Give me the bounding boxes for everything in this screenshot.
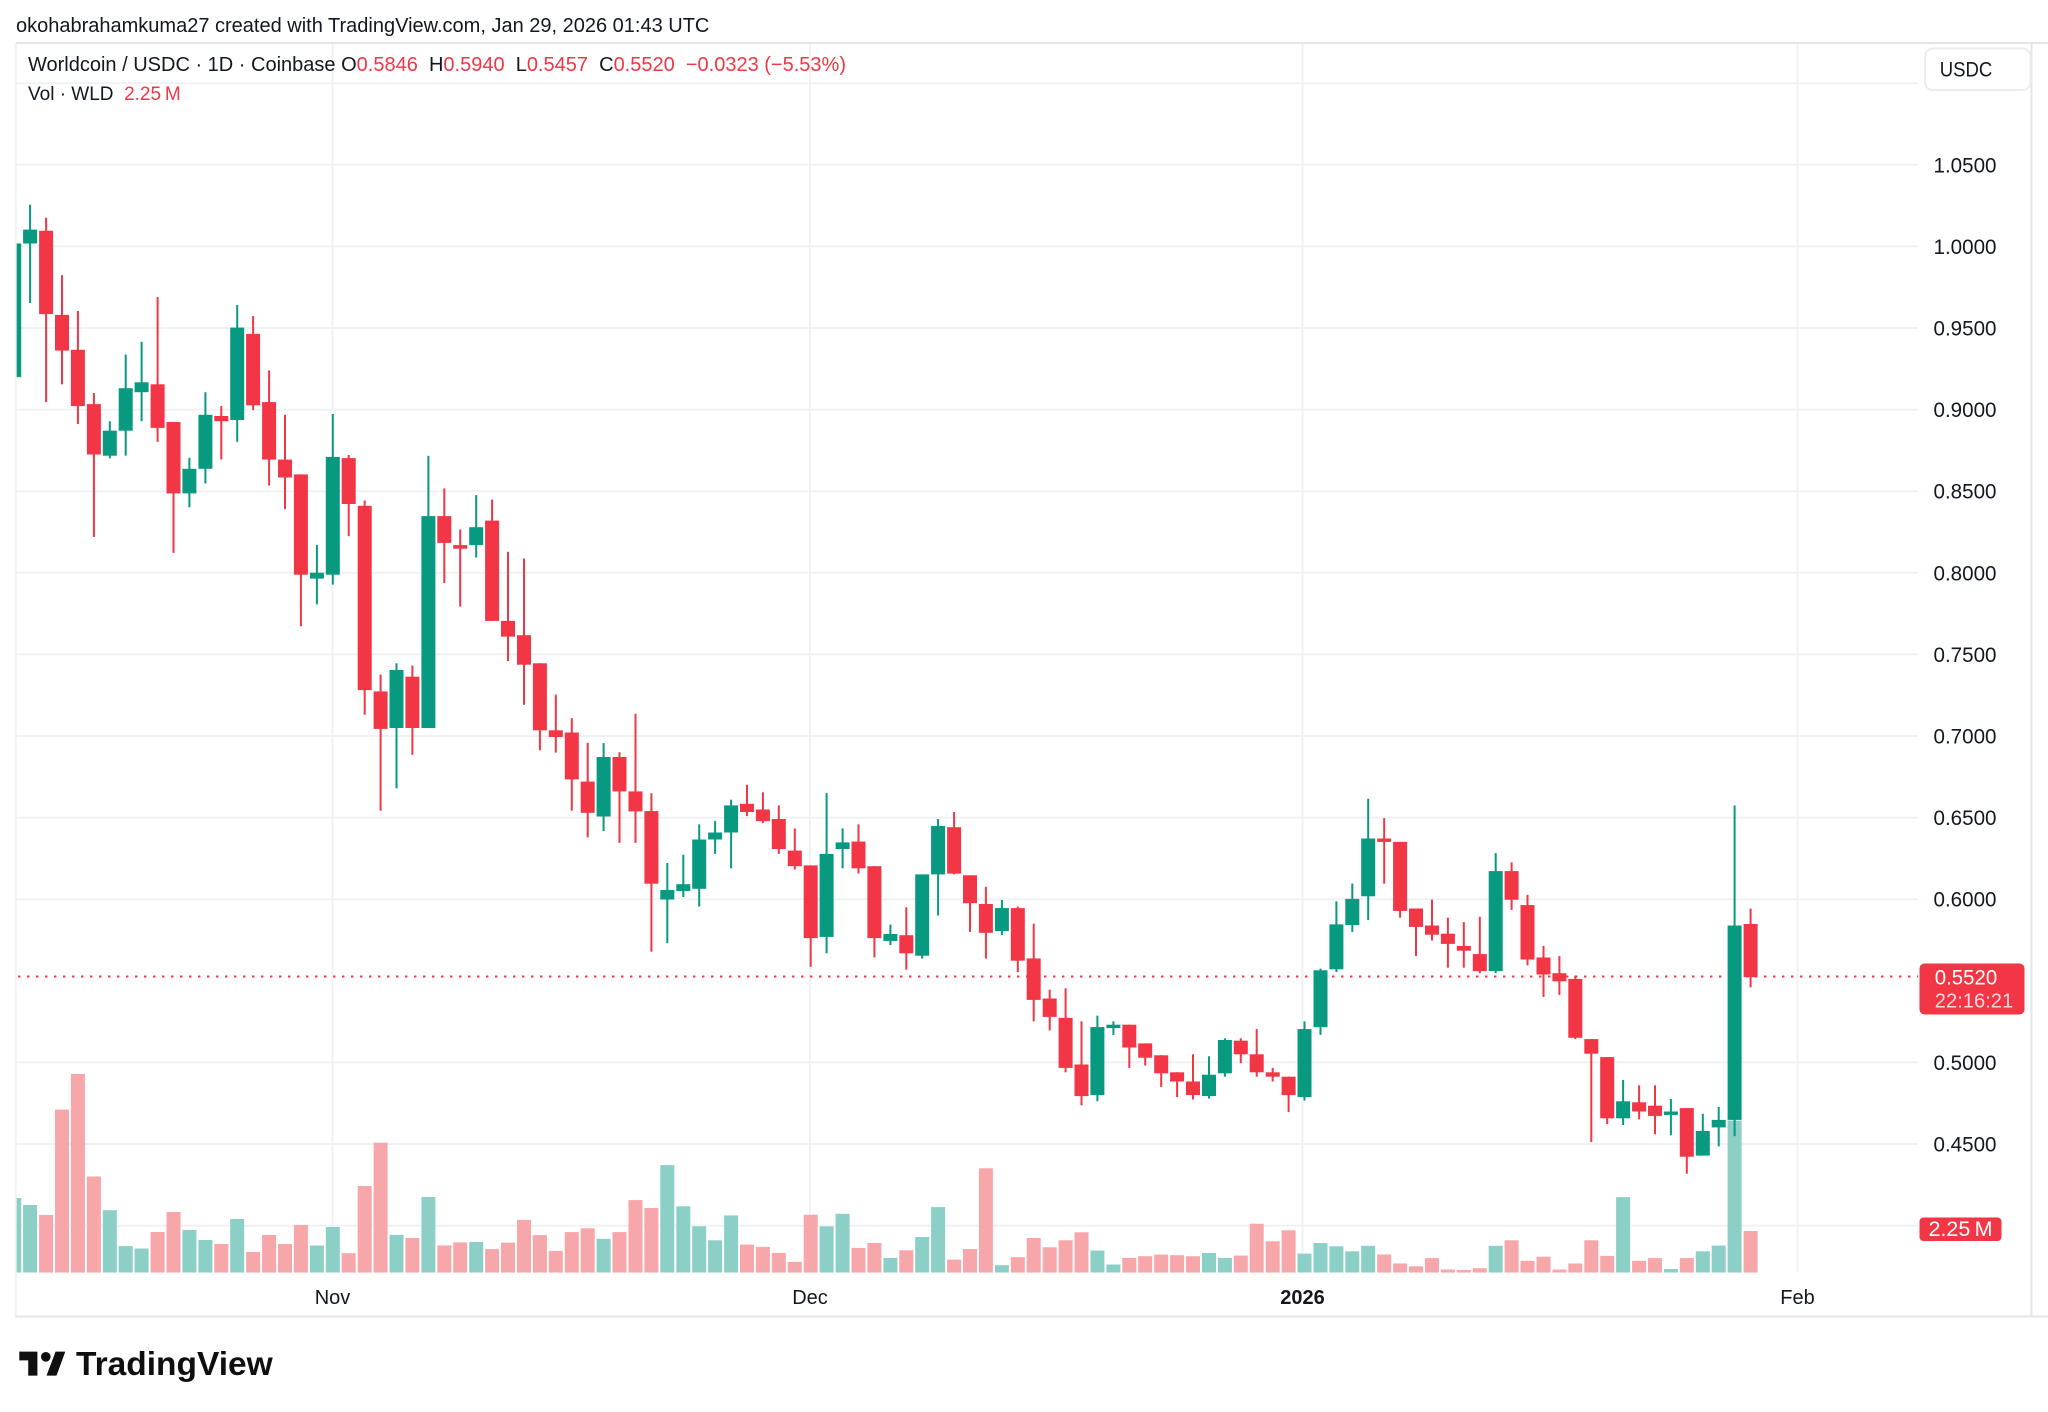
svg-text:1.0500: 1.0500 [1934, 153, 1997, 177]
svg-text:Feb: Feb [1780, 1287, 1814, 1309]
svg-text:Dec: Dec [792, 1287, 828, 1309]
svg-text:0.6500: 0.6500 [1934, 806, 1997, 830]
svg-text:2026: 2026 [1280, 1287, 1325, 1309]
svg-text:USDC: USDC [1940, 59, 1993, 82]
svg-text:1.0000: 1.0000 [1934, 235, 1997, 259]
svg-text:0.8500: 0.8500 [1934, 480, 1997, 504]
svg-text:0.5520: 0.5520 [1935, 966, 1997, 990]
svg-text:0.6000: 0.6000 [1934, 888, 1997, 912]
svg-text:0.8000: 0.8000 [1934, 561, 1997, 585]
svg-text:0.7000: 0.7000 [1934, 725, 1997, 749]
svg-text:0.9000: 0.9000 [1934, 398, 1997, 422]
svg-text:22:16:21: 22:16:21 [1935, 991, 2013, 1013]
svg-text:2.25 M: 2.25 M [1928, 1217, 1992, 1241]
svg-text:0.7500: 0.7500 [1934, 643, 1997, 667]
svg-text:0.5000: 0.5000 [1934, 1051, 1997, 1075]
svg-text:Nov: Nov [315, 1287, 351, 1309]
svg-text:0.4500: 0.4500 [1934, 1133, 1997, 1157]
svg-text:0.9500: 0.9500 [1934, 317, 1997, 341]
svg-text:TradingView: TradingView [76, 1346, 274, 1383]
